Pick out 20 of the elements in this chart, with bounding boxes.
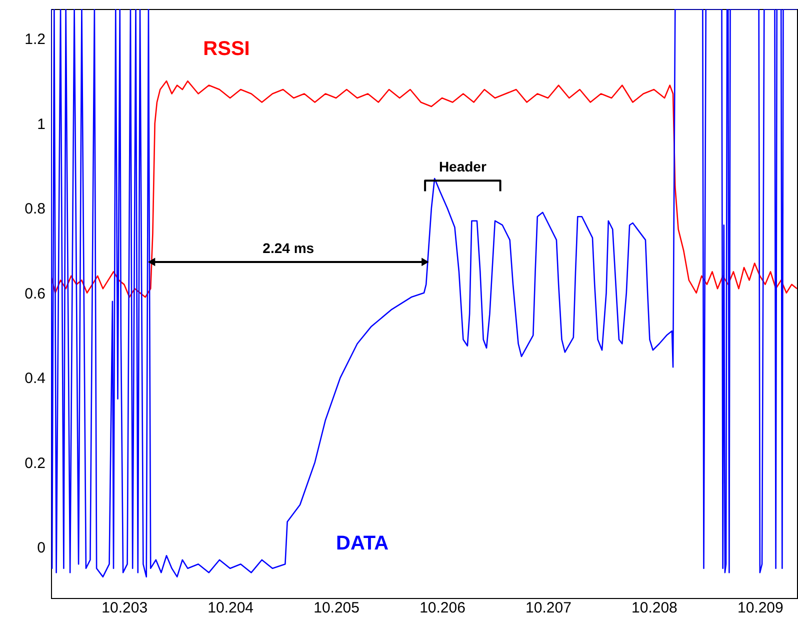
series-label: RSSI <box>203 38 250 60</box>
x-tick-label: 10.208 <box>632 600 678 616</box>
y-tick-label: 0.4 <box>24 370 46 388</box>
annotation: 2.24 ms <box>262 240 314 256</box>
y-tick-label: 0.2 <box>24 454 46 472</box>
y-tick-label: 1.2 <box>24 31 46 48</box>
x-tick-label: 10.205 <box>314 600 360 616</box>
line-series <box>51 9 797 578</box>
x-tick-label: 10.204 <box>208 600 254 616</box>
y-tick-label: 0 <box>37 540 46 557</box>
text: DATA <box>336 532 389 555</box>
annotation: Header <box>438 158 487 175</box>
y-tick-label: 0.8 <box>24 200 46 218</box>
line-series <box>51 80 797 298</box>
x-tick-label: 10.207 <box>526 600 572 616</box>
x-tick-label: 10.203 <box>102 600 148 616</box>
y-tick-label: 1 <box>37 116 46 133</box>
x-tick-label: 10.209 <box>737 600 784 616</box>
y-tick-label: 0.6 <box>24 285 46 302</box>
x-tick-label: 10.206 <box>420 600 466 616</box>
